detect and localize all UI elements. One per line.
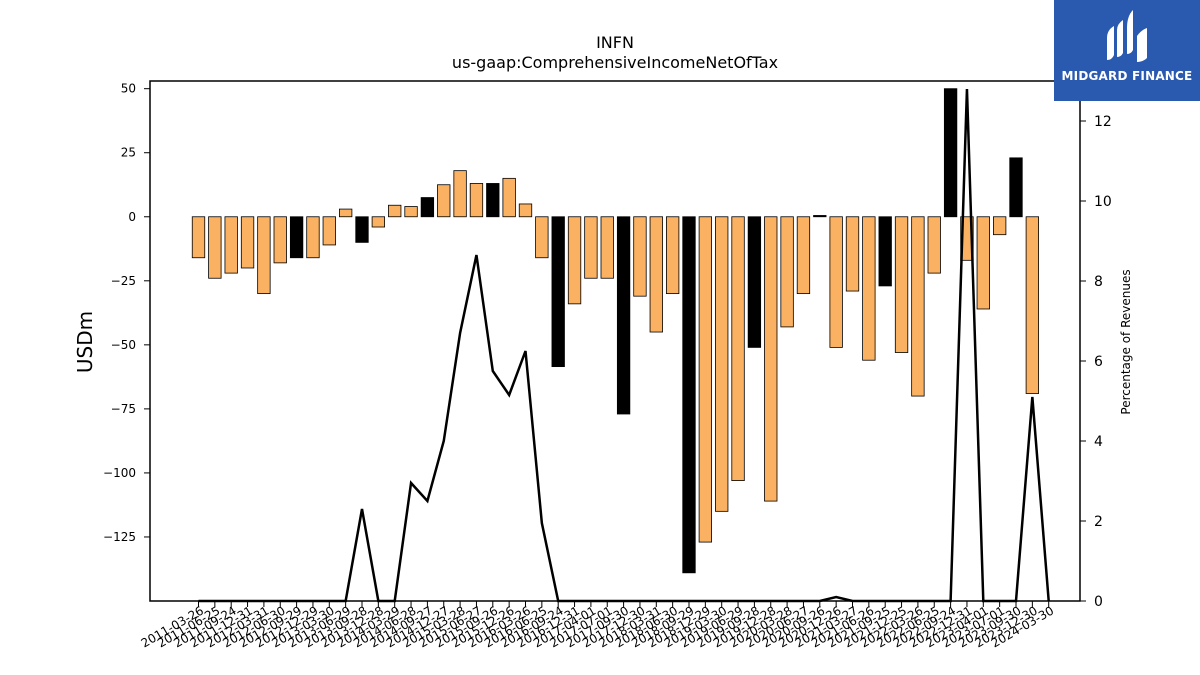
bar <box>355 216 369 243</box>
bar <box>1009 157 1023 218</box>
bar <box>878 216 892 287</box>
bar <box>338 208 353 218</box>
y-tick-label: −125 <box>103 530 136 544</box>
chart-title: INFN <box>596 33 634 52</box>
y-axis-label: USDm <box>73 311 97 373</box>
y2-axis-ticks: 0 2 4 6 8 10 12 <box>1080 114 1112 610</box>
bar <box>191 216 206 259</box>
plot-frame <box>149 80 1081 602</box>
bar <box>257 216 271 295</box>
bar <box>911 216 925 397</box>
bar <box>486 183 500 218</box>
bar <box>289 216 304 259</box>
y-tick-label: −50 <box>111 338 136 352</box>
bar <box>976 216 990 310</box>
bar <box>993 216 1007 236</box>
y-tick-label: 50 <box>121 82 136 96</box>
y2-tick-label: 2 <box>1094 514 1103 530</box>
y2-tick-label: 6 <box>1094 354 1103 370</box>
bar <box>453 170 467 218</box>
bar <box>437 184 451 218</box>
midgard-finance-logo: MIDGARD FINANCE <box>1054 0 1200 101</box>
y2-tick-label: 0 <box>1094 594 1103 610</box>
y2-tick-label: 10 <box>1094 194 1112 210</box>
y2-axis-label: Percentage of Revenues <box>1119 269 1133 414</box>
bar <box>273 216 287 264</box>
bar <box>567 216 582 305</box>
logo-text: MIDGARD FINANCE <box>1061 69 1193 83</box>
bar <box>927 216 941 274</box>
bar <box>388 204 402 218</box>
bar <box>796 216 811 295</box>
y2-tick-label: 12 <box>1094 114 1112 130</box>
y-tick-label: 0 <box>128 210 136 224</box>
bar <box>551 216 565 368</box>
bar <box>731 216 745 481</box>
bar <box>845 216 860 292</box>
bar <box>813 215 827 218</box>
bar <box>862 216 876 361</box>
bar <box>584 216 598 279</box>
bar <box>829 216 843 348</box>
bar <box>240 216 255 269</box>
bar <box>616 216 631 415</box>
bar <box>208 216 222 279</box>
y2-tick-label: 4 <box>1094 434 1103 450</box>
bar <box>780 216 794 328</box>
bar <box>404 206 418 218</box>
y-tick-label: 25 <box>121 146 136 160</box>
y-tick-label: −75 <box>111 402 136 416</box>
bar <box>322 216 336 246</box>
bar <box>306 216 320 259</box>
y2-tick-label: 8 <box>1094 274 1103 290</box>
bar <box>649 216 663 333</box>
bars-layer <box>191 88 1039 574</box>
chart-subtitle: us-gaap:ComprehensiveIncomeNetOfTax <box>452 53 778 72</box>
bar <box>371 216 386 228</box>
bar <box>469 183 484 218</box>
bar <box>764 216 778 502</box>
bar <box>698 216 712 543</box>
bar <box>894 216 909 353</box>
bar <box>747 216 762 348</box>
bar <box>420 197 435 218</box>
bar <box>224 216 238 274</box>
bar <box>682 216 696 574</box>
bar <box>502 177 516 218</box>
y-axis-ticks: 50 25 0 −25 −50 −75 −100 −125 <box>103 82 150 544</box>
bar <box>1025 216 1039 394</box>
bar <box>535 216 549 259</box>
y-tick-label: −25 <box>111 274 136 288</box>
bar <box>715 216 729 512</box>
logo-mark-icon <box>1107 10 1147 62</box>
y-tick-label: −100 <box>103 466 136 480</box>
bar <box>960 216 974 261</box>
x-axis-ticks: 2011-03-262011-06-252011-09-242011-12-31… <box>139 601 1056 650</box>
bar <box>666 216 680 295</box>
bar <box>518 203 533 218</box>
bar <box>600 216 614 279</box>
bar <box>633 216 647 297</box>
bar <box>943 88 958 218</box>
